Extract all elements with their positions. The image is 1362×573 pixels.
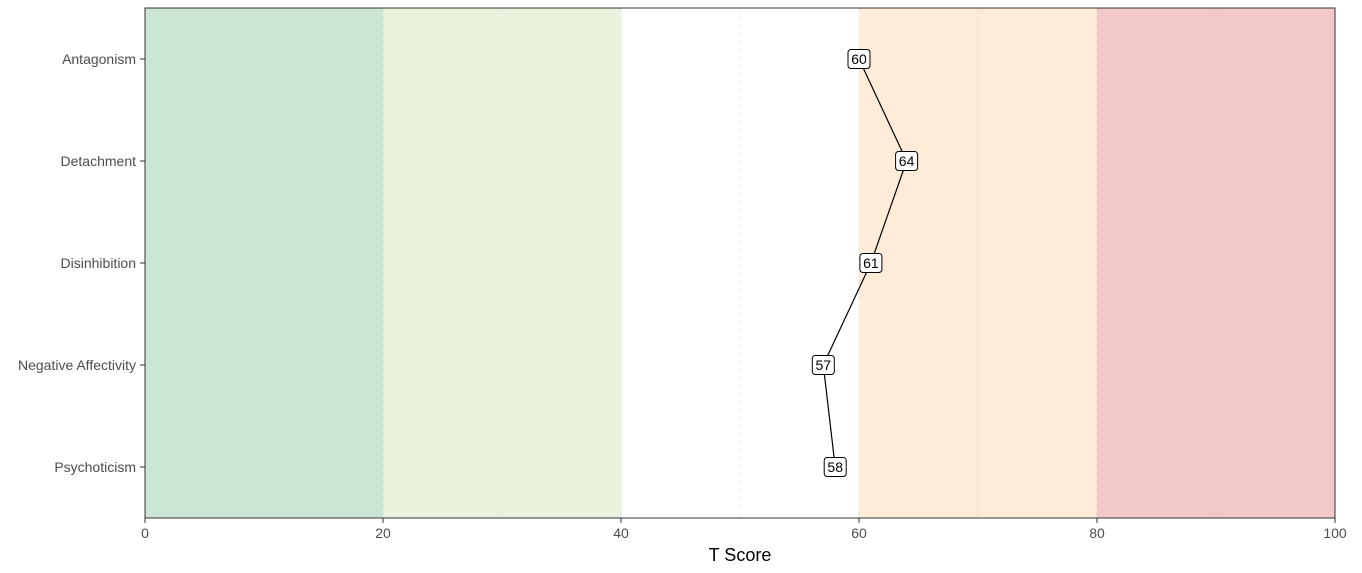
x-axis: 0 20 40 60 80 100 bbox=[141, 518, 1347, 541]
data-label-box bbox=[895, 151, 919, 171]
score-band-40-60 bbox=[621, 8, 859, 518]
x-tick-label: 0 bbox=[141, 525, 149, 541]
x-tick-label: 80 bbox=[1089, 525, 1105, 541]
x-tick-label: 100 bbox=[1323, 525, 1347, 541]
y-tick-label: Psychoticism bbox=[54, 459, 136, 475]
score-band-20-40 bbox=[383, 8, 621, 518]
y-axis: Antagonism Detachment Disinhibition Negativ… bbox=[18, 51, 145, 475]
data-label-box bbox=[847, 49, 871, 69]
score-point-disinhibition: 61 bbox=[859, 253, 883, 273]
gridlines bbox=[263, 8, 1217, 518]
y-tick-label: Antagonism bbox=[62, 51, 136, 67]
data-label-box bbox=[811, 355, 835, 375]
score-band-0-20 bbox=[145, 8, 383, 518]
data-label: 60 bbox=[851, 51, 867, 67]
y-tick-label: Detachment bbox=[61, 153, 137, 169]
score-band-60-80 bbox=[859, 8, 1097, 518]
data-label: 61 bbox=[863, 255, 879, 271]
data-label: 64 bbox=[899, 153, 915, 169]
score-point-detachment: 64 bbox=[895, 151, 919, 171]
score-bands bbox=[145, 8, 1335, 518]
score-point-antagonism: 60 bbox=[847, 49, 871, 69]
data-label: 57 bbox=[816, 357, 832, 373]
x-tick-label: 40 bbox=[613, 525, 629, 541]
x-tick-label: 20 bbox=[375, 525, 391, 541]
score-band-80-100 bbox=[1097, 8, 1335, 518]
data-label-box bbox=[859, 253, 883, 273]
y-tick-label: Disinhibition bbox=[61, 255, 136, 271]
score-point-negative-affectivity: 57 bbox=[811, 355, 835, 375]
y-tick-label: Negative Affectivity bbox=[18, 357, 136, 373]
score-point-psychoticism: 58 bbox=[823, 457, 847, 477]
data-label-box bbox=[823, 457, 847, 477]
x-axis-title: T Score bbox=[709, 545, 772, 565]
x-tick-label: 60 bbox=[851, 525, 867, 541]
score-labels: 60 64 61 57 58 bbox=[811, 49, 919, 477]
data-label: 58 bbox=[827, 459, 843, 475]
